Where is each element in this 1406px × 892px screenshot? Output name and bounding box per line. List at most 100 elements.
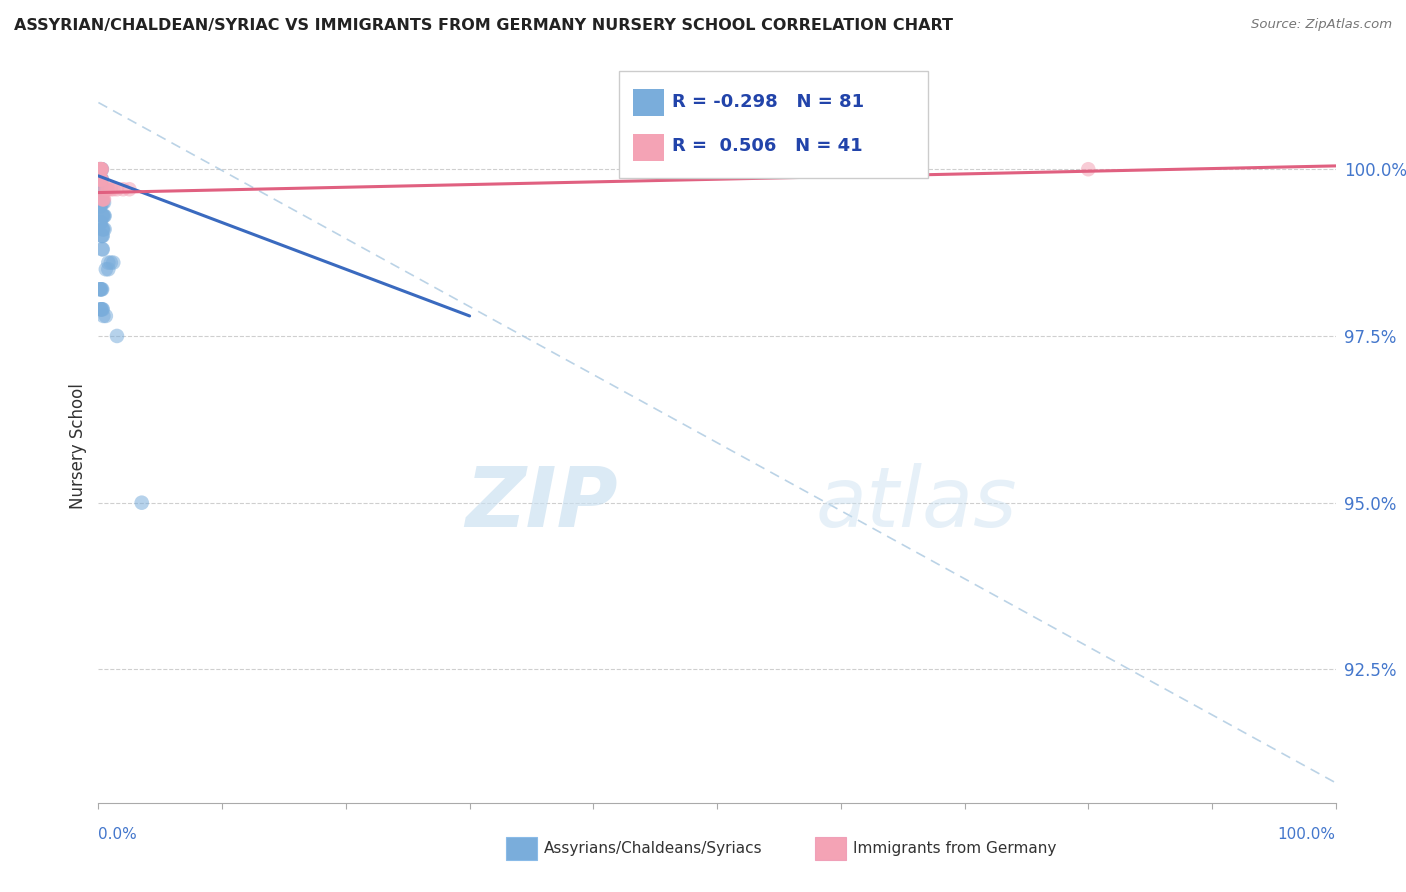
Point	[93, 222, 115, 236]
Point	[89, 162, 111, 177]
Point	[90, 178, 112, 193]
Point	[89, 172, 111, 186]
Point	[93, 192, 115, 206]
Point	[90, 162, 112, 177]
Point	[89, 282, 111, 296]
Point	[90, 189, 112, 203]
Point	[89, 162, 111, 177]
Point	[89, 172, 111, 186]
Point	[90, 162, 112, 177]
Point	[89, 172, 111, 186]
Point	[90, 172, 112, 186]
Point	[94, 182, 117, 196]
Point	[91, 222, 114, 236]
Point	[89, 178, 111, 193]
Point	[90, 172, 112, 186]
Text: ASSYRIAN/CHALDEAN/SYRIAC VS IMMIGRANTS FROM GERMANY NURSERY SCHOOL CORRELATION C: ASSYRIAN/CHALDEAN/SYRIAC VS IMMIGRANTS F…	[14, 18, 953, 33]
Point	[91, 242, 114, 256]
Point	[90, 172, 112, 186]
Point	[93, 209, 115, 223]
Point	[90, 162, 112, 177]
Point	[97, 182, 120, 196]
Point	[87, 172, 110, 186]
Point	[89, 162, 111, 177]
Text: 100.0%: 100.0%	[1278, 827, 1336, 841]
Point	[89, 178, 111, 193]
Point	[93, 209, 115, 223]
Point	[97, 255, 120, 269]
Point	[90, 302, 112, 317]
Point	[89, 172, 111, 186]
Point	[131, 496, 153, 510]
Point	[90, 162, 112, 177]
Point	[105, 329, 128, 343]
Point	[90, 172, 112, 186]
Point	[90, 189, 112, 203]
Point	[90, 216, 112, 230]
Text: ZIP: ZIP	[465, 463, 619, 543]
Text: Immigrants from Germany: Immigrants from Germany	[853, 841, 1057, 855]
Point	[94, 309, 117, 323]
Point	[89, 172, 111, 186]
Point	[1077, 162, 1099, 177]
Point	[90, 302, 112, 317]
Point	[87, 189, 110, 203]
Point	[90, 172, 112, 186]
Point	[90, 172, 112, 186]
Point	[90, 162, 112, 177]
Point	[100, 255, 122, 269]
Point	[90, 282, 112, 296]
Point	[91, 192, 114, 206]
Point	[89, 216, 111, 230]
Point	[90, 162, 112, 177]
Point	[89, 189, 111, 203]
Point	[90, 199, 112, 213]
Point	[89, 172, 111, 186]
Point	[90, 162, 112, 177]
Point	[91, 302, 114, 317]
Point	[89, 189, 111, 203]
Point	[90, 162, 112, 177]
Point	[91, 209, 114, 223]
Point	[90, 228, 112, 243]
Point	[103, 182, 125, 196]
Point	[93, 209, 115, 223]
Point	[91, 222, 114, 236]
Point	[91, 228, 114, 243]
Point	[87, 199, 110, 213]
Point	[89, 178, 111, 193]
Point	[89, 162, 111, 177]
Point	[93, 182, 115, 196]
Point	[94, 262, 117, 277]
Point	[91, 209, 114, 223]
Point	[90, 189, 112, 203]
Point	[112, 182, 135, 196]
Point	[89, 162, 111, 177]
Point	[89, 282, 111, 296]
Point	[89, 199, 111, 213]
Text: R = -0.298   N = 81: R = -0.298 N = 81	[672, 93, 865, 111]
Point	[90, 172, 112, 186]
Text: Assyrians/Chaldeans/Syriacs: Assyrians/Chaldeans/Syriacs	[544, 841, 762, 855]
Point	[93, 309, 115, 323]
Point	[90, 178, 112, 193]
Point	[91, 228, 114, 243]
Point	[91, 282, 114, 296]
Point	[96, 182, 118, 196]
Point	[89, 216, 111, 230]
Point	[87, 172, 110, 186]
Point	[93, 195, 115, 210]
Point	[105, 182, 128, 196]
Point	[89, 302, 111, 317]
Point	[90, 172, 112, 186]
Point	[118, 182, 141, 196]
Point	[89, 189, 111, 203]
Point	[89, 172, 111, 186]
Text: atlas: atlas	[815, 463, 1018, 543]
Point	[91, 242, 114, 256]
Point	[91, 192, 114, 206]
Point	[89, 162, 111, 177]
Point	[93, 222, 115, 236]
Text: R =  0.506   N = 41: R = 0.506 N = 41	[672, 137, 863, 155]
Point	[90, 282, 112, 296]
